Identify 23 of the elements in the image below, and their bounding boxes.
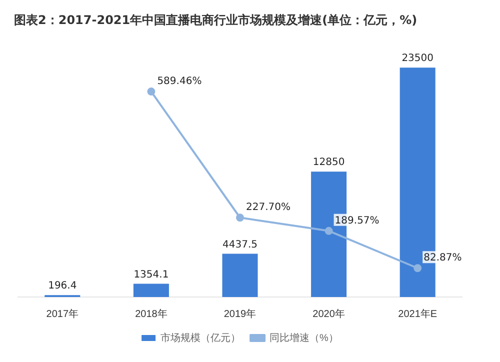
x-tick-label: 2020年 bbox=[312, 308, 345, 320]
x-tick-label: 2021年E bbox=[398, 308, 438, 320]
legend-label: 同比增速（%） bbox=[270, 332, 338, 344]
point bbox=[324, 226, 333, 235]
data-label: 227.70% bbox=[246, 202, 290, 214]
bar bbox=[222, 254, 258, 297]
data-label: 12850 bbox=[312, 157, 345, 168]
data-label: 1354.1 bbox=[134, 269, 169, 280]
x-tick-label: 2017年 bbox=[46, 308, 79, 320]
point bbox=[414, 264, 422, 272]
data-label: 196.4 bbox=[48, 280, 77, 292]
data-label: 4437.5 bbox=[222, 239, 258, 250]
data-label: 82.87% bbox=[424, 252, 462, 264]
point bbox=[236, 214, 244, 222]
legend-label: 市场规模（亿元） bbox=[160, 332, 241, 344]
data-label: 189.57% bbox=[334, 216, 380, 227]
chart-title: 图表2：2017-2021年中国直播电商行业市场规模及增速(单位：亿元，%) bbox=[13, 12, 418, 29]
data-label: 589.46% bbox=[157, 76, 202, 88]
x-tick-label: 2019年 bbox=[224, 308, 256, 320]
bar bbox=[133, 284, 169, 297]
x-tick-label: 2018年 bbox=[135, 308, 168, 320]
data-label: 23500 bbox=[402, 53, 434, 64]
point bbox=[147, 88, 156, 96]
